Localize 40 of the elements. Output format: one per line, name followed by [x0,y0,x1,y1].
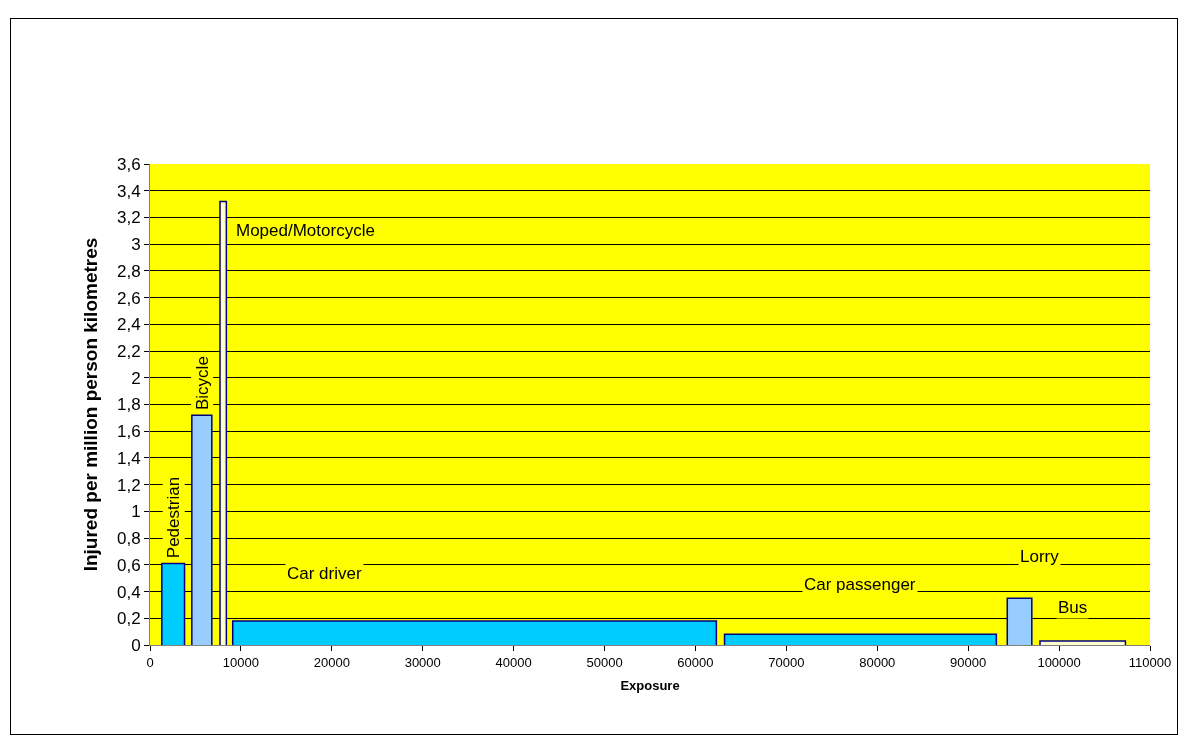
x-tick-label: 60000 [677,654,714,670]
y-axis-title: Injured per million person kilometres [79,237,101,572]
y-tick-label: 0,8 [116,529,141,549]
y-tick-label: 2,4 [116,315,141,335]
y-tick-label: 2,2 [116,342,141,362]
y-tick-label: 3,4 [116,181,141,201]
x-tick-label: 80000 [859,654,896,670]
x-tick-label: 0 [146,654,154,670]
x-tick-label: 20000 [313,654,350,670]
text: Car driver [287,564,362,583]
series-label: Moped/Motorcycle [236,221,375,240]
y-tick-label: 1,8 [116,395,141,415]
x-tick-label: 40000 [495,654,532,670]
x-tick-label: 50000 [586,654,623,670]
x-axis-title: Exposure [620,678,680,694]
x-tick-label: 90000 [950,654,987,670]
series-label: Lorry [1020,547,1060,566]
y-tick-label: 0 [131,635,141,655]
x-tick-label: 70000 [768,654,805,670]
series-label: Bus [1058,598,1088,617]
y-tick-label: 1,6 [116,422,141,442]
x-tick-label: 110000 [1128,654,1172,670]
y-tick-label: 3,2 [116,208,141,228]
y-tick-label: 1,2 [116,475,141,495]
y-tick-label: 2,6 [116,288,141,308]
y-tick-label: 1,4 [116,448,141,468]
y-tick-label: 0,2 [116,609,141,629]
text: Car passenger [804,575,916,594]
text: Pedestrian [164,476,184,559]
x-tick-label: 30000 [404,654,441,670]
y-tick-label: 3 [131,235,141,255]
text: Bicycle [192,356,212,411]
x-tick-label: 100000 [1037,654,1081,670]
y-tick-label: 2,8 [116,261,141,281]
y-tick-label: 2 [131,368,141,388]
y-tick-label: 0,6 [116,555,141,575]
x-tick-label: 10000 [222,654,259,670]
y-tick-label: 3,6 [116,154,141,174]
y-tick-label: 1 [131,502,141,522]
y-tick-label: 0,4 [116,582,141,602]
